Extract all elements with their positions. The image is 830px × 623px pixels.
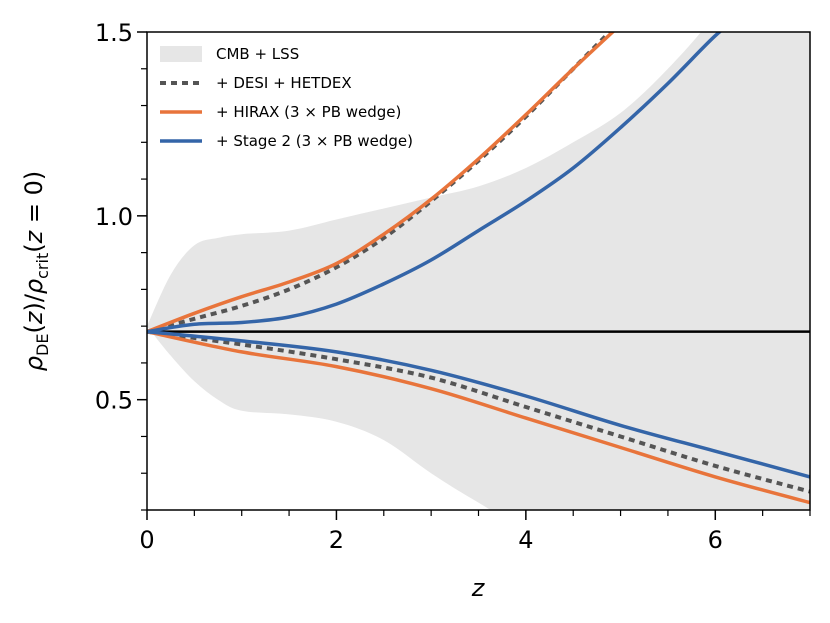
series-1-lower-bound	[147, 329, 810, 505]
y-tick-label: 1.0	[95, 203, 133, 231]
series-layer	[147, 32, 810, 505]
x-tick-label: 2	[329, 526, 344, 554]
series-2-lower-bound	[147, 329, 810, 479]
x-tick-label: 0	[139, 526, 154, 554]
series-0-lower-bound	[147, 329, 810, 494]
tick-layer: 0 2 4 6 0.5 1.0 1.5	[95, 19, 811, 554]
x-axis-label: z	[471, 574, 486, 602]
x-tick-label: 4	[518, 526, 533, 554]
band-layer	[147, 32, 810, 510]
x-tick-label: 6	[708, 526, 723, 554]
legend-label: CMB + LSS	[216, 45, 299, 63]
y-tick-label: 0.5	[95, 387, 133, 415]
series-1-upper-bound	[147, 32, 616, 334]
legend-swatch-patch	[160, 46, 202, 62]
legend: CMB + LSS + DESI + HETDEX + HIRAX (3 × PB …	[160, 45, 413, 150]
band-cmb-lss	[147, 32, 810, 510]
legend-label: + DESI + HETDEX	[216, 74, 352, 92]
y-axis-label: ρDE(z)/ρcrit(z = 0)	[20, 171, 52, 371]
legend-label: + Stage 2 (3 × PB wedge)	[216, 132, 413, 150]
legend-label: + HIRAX (3 × PB wedge)	[216, 103, 401, 121]
y-tick-label: 1.5	[95, 19, 133, 47]
series-2-upper-bound	[147, 32, 723, 334]
